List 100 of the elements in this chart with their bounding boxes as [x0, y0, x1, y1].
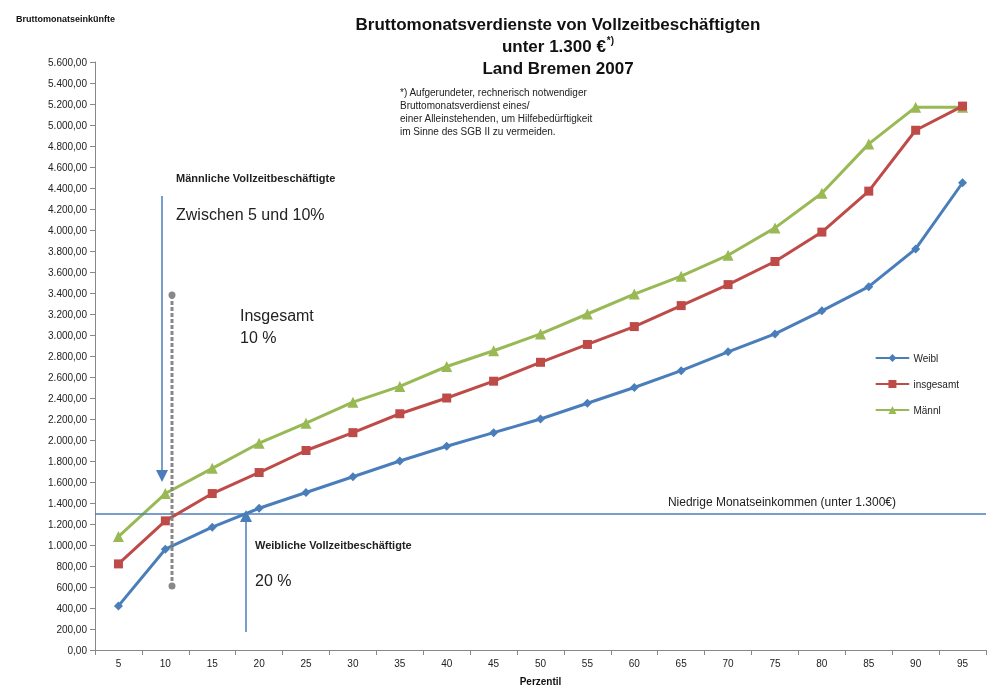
y-tick-label: 3.600,00 [48, 266, 88, 278]
x-tick-label: 65 [675, 657, 688, 669]
point [206, 462, 218, 474]
y-tick-label: 1.000,00 [48, 539, 88, 551]
point [254, 503, 264, 513]
point [207, 522, 217, 532]
point [536, 357, 545, 367]
y-tick-label: 2.600,00 [48, 371, 88, 383]
annotation: Weibliche Vollzeitbeschäftigte [255, 539, 412, 551]
x-tick-label: 45 [488, 657, 500, 669]
x-tick-label: 80 [816, 657, 828, 669]
x-tick-label: 90 [910, 657, 922, 669]
point [911, 125, 921, 135]
y-tick-label: 3.000,00 [48, 329, 88, 341]
x-tick-label: 20 [253, 657, 266, 669]
x-tick-label: 50 [534, 657, 547, 669]
point [817, 227, 827, 237]
y-tick-label: 3.400,00 [48, 287, 88, 299]
annotation: *) Aufgerundeter, rechnerisch notwendiger Bruttomonatsverdienst eines/ einer Alleinstehenden, um Hilfebedürftigkeit im Sinne des SGB II zu vermeiden. [400, 87, 593, 137]
y-tick-label: 5.200,00 [48, 98, 88, 110]
point [160, 544, 170, 554]
point [676, 366, 686, 376]
point [489, 428, 499, 438]
point [629, 322, 639, 332]
legend-label: Weibl [913, 352, 939, 364]
point [675, 270, 687, 282]
x-tick-label: 40 [441, 657, 453, 669]
annotation: Zwischen 5 und 10% [176, 205, 325, 223]
y-tick-label: 5.600,00 [48, 56, 88, 68]
point [582, 398, 592, 408]
point [113, 559, 123, 569]
point [628, 288, 640, 300]
y-tick-label: 600,00 [56, 581, 88, 593]
point [863, 138, 875, 150]
point [253, 437, 265, 449]
point [489, 376, 499, 386]
point [113, 601, 123, 611]
point [441, 361, 453, 372]
point [207, 489, 217, 499]
y-tick-label: 2.400,00 [48, 392, 88, 404]
point [395, 409, 405, 419]
y-tick-label: 4.200,00 [48, 203, 88, 215]
y-tick-label: 5.400,00 [48, 77, 88, 89]
y-axis-title: Bruttomonatseinkünfte [16, 13, 115, 24]
x-tick-label: 10 [159, 657, 172, 669]
point [488, 345, 500, 357]
y-tick-label: 3.200,00 [48, 308, 88, 320]
y-tick-label: 1.800,00 [48, 455, 88, 467]
x-tick-label: 60 [628, 657, 641, 669]
point [581, 308, 593, 320]
y-tick-label: 4.400,00 [48, 182, 88, 194]
point [770, 329, 780, 339]
point [395, 456, 405, 466]
annotation: Insgesamt 10 % [240, 306, 315, 346]
y-tick-label: 4.000,00 [48, 224, 88, 236]
x-tick-label: 15 [206, 657, 219, 669]
y-tick-label: 200,00 [56, 623, 88, 635]
point [394, 380, 406, 392]
x-tick-label: 25 [300, 657, 313, 669]
point [582, 339, 592, 349]
point [348, 472, 358, 482]
legend-label: insgesamt [913, 378, 960, 390]
y-tick-label: 2.000,00 [48, 434, 88, 446]
x-tick-label: 75 [769, 657, 781, 669]
y-tick-label: 5.000,00 [48, 119, 88, 131]
y-tick-label: 2.800,00 [48, 350, 88, 362]
chart-title: Bruttomonatsverdienste von Vollzeitbeschäftigten unter 1.300 €*) Land Bremen 2007 [355, 14, 761, 78]
point [958, 178, 968, 188]
point [723, 280, 733, 290]
x-tick-label: 35 [394, 657, 406, 669]
y-tick-label: 0,00 [67, 644, 88, 656]
y-tick-label: 4.600,00 [48, 161, 88, 173]
point [769, 222, 781, 234]
ref-line-label: Niedrige Monatseinkommen (unter 1.300€) [667, 494, 896, 509]
point [817, 306, 827, 316]
point [864, 282, 874, 292]
y-tick-label: 1.200,00 [48, 518, 88, 530]
y-tick-label: 800,00 [56, 560, 88, 572]
point [442, 441, 452, 451]
point [347, 396, 359, 408]
point [254, 468, 264, 478]
point [770, 257, 780, 266]
point [442, 393, 452, 403]
point [301, 488, 311, 497]
y-tick-label: 2.200,00 [48, 413, 88, 425]
point [112, 531, 124, 543]
x-tick-label: 5 [115, 657, 122, 669]
y-tick-label: 3.800,00 [48, 245, 88, 257]
point [300, 417, 312, 429]
y-tick-label: 1.600,00 [48, 476, 88, 488]
point [816, 187, 828, 199]
x-tick-label: 85 [863, 657, 875, 669]
x-tick-label: 95 [956, 657, 969, 669]
annotation: 20 % [255, 571, 292, 589]
x-tick-label: 55 [581, 657, 594, 669]
point [723, 347, 733, 357]
x-tick-label: 70 [722, 657, 735, 669]
point [910, 101, 922, 113]
y-tick-label: 400,00 [56, 602, 88, 614]
point [348, 428, 358, 438]
